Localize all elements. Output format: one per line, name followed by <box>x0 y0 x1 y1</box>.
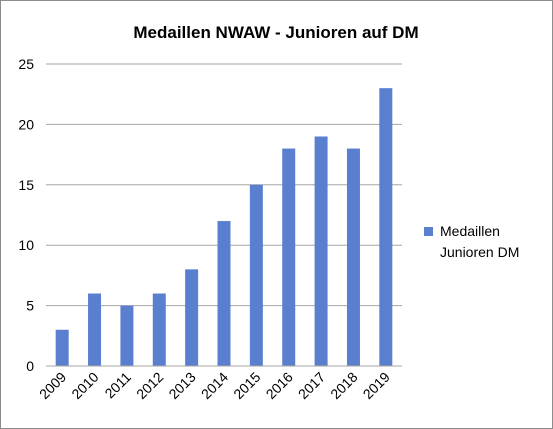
y-tick-label: 5 <box>26 298 34 314</box>
bar-2011 <box>120 305 134 366</box>
x-tick-label: 2016 <box>263 369 296 402</box>
y-axis-ticks: 0 5 10 15 20 25 <box>18 56 34 374</box>
y-tick-label: 0 <box>26 358 34 374</box>
x-tick-label: 2010 <box>68 369 101 402</box>
y-tick-label: 20 <box>18 116 34 132</box>
x-tick-label: 2019 <box>360 369 393 402</box>
x-tick-label: 2014 <box>198 369 231 402</box>
x-axis-ticks: 2009 2010 2011 2012 2013 2014 2015 2016 2017 2018… <box>36 369 393 402</box>
bar-2014 <box>217 221 231 366</box>
bar-2019 <box>379 88 393 366</box>
y-tick-label: 15 <box>18 177 34 193</box>
bar-2018 <box>346 148 360 366</box>
bar-2012 <box>152 293 166 366</box>
legend-label-line2: Junioren DM <box>440 244 519 260</box>
bars <box>55 88 393 366</box>
x-tick-label: 2011 <box>101 369 134 402</box>
x-tick-label: 2012 <box>133 369 166 402</box>
bar-2016 <box>282 148 296 366</box>
legend: Medaillen Junioren DM <box>424 223 519 260</box>
x-tick-label: 2017 <box>295 369 328 402</box>
chart-title: Medaillen NWAW - Junioren auf DM <box>133 23 418 42</box>
y-tick-label: 10 <box>18 237 34 253</box>
bar-2017 <box>314 136 328 366</box>
bar-2010 <box>88 293 102 366</box>
x-tick-label: 2018 <box>327 369 360 402</box>
bar-2009 <box>55 329 69 366</box>
x-tick-label: 2013 <box>165 369 198 402</box>
bar-2015 <box>249 184 263 366</box>
x-tick-label: 2015 <box>230 369 263 402</box>
legend-label-line1: Medaillen <box>440 223 500 239</box>
bar-2013 <box>185 269 199 366</box>
x-tick-label: 2009 <box>36 369 69 402</box>
legend-swatch <box>424 227 433 236</box>
y-tick-label: 25 <box>18 56 34 72</box>
